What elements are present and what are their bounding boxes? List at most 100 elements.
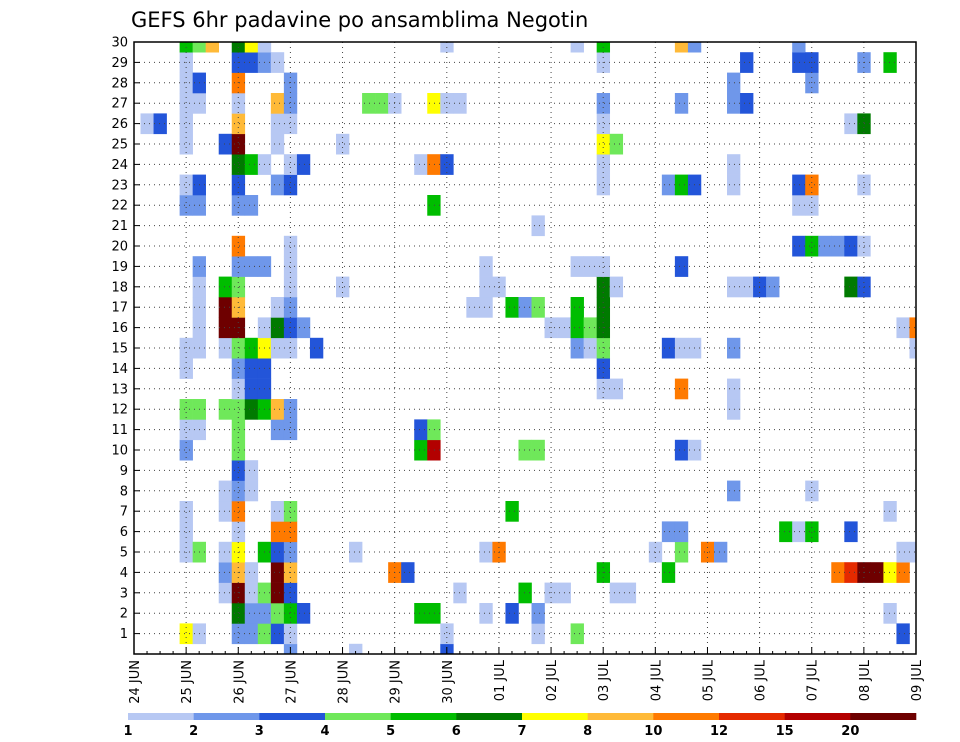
precip-cell (153, 113, 167, 135)
y-tick-label: 18 (111, 280, 128, 295)
x-tick-label: 29 JUN (389, 660, 404, 704)
precip-cell (596, 154, 611, 175)
y-tick-label: 6 (120, 525, 128, 540)
y-tick-label: 12 (111, 403, 128, 418)
precip-cell (896, 541, 910, 563)
precip-cell (349, 541, 363, 563)
y-tick-label: 25 (111, 138, 128, 153)
precip-cell (179, 93, 193, 114)
precip-cell (218, 297, 233, 318)
precip-cell (596, 133, 611, 155)
precip-cell (218, 399, 233, 420)
precip-cell (231, 501, 246, 522)
precip-cell (674, 521, 689, 543)
precip-cell (661, 521, 676, 543)
precip-cell (244, 256, 259, 277)
precip-cell (727, 337, 741, 359)
colorbar-segment (128, 713, 194, 720)
colorbar-label: 15 (776, 724, 794, 739)
precip-cell (309, 337, 324, 359)
colorbar-label: 1 (123, 724, 132, 739)
colorbar-segment (193, 713, 260, 720)
precip-cell (740, 276, 754, 298)
colorbar-segment (522, 713, 588, 720)
precip-cell (270, 113, 285, 135)
precip-cell (674, 93, 689, 114)
precip-cell (427, 439, 441, 461)
precip-cell (727, 480, 741, 502)
precip-cell (570, 337, 584, 359)
precip-cell (518, 582, 532, 604)
precip-cell (270, 603, 285, 624)
precip-cell (270, 93, 285, 114)
precip-cell (505, 297, 519, 318)
precip-cell (179, 419, 193, 441)
precip-cell (244, 42, 259, 53)
precip-cell (609, 582, 624, 604)
precip-cell (805, 521, 819, 543)
colorbar-label: 8 (583, 724, 592, 739)
precip-cell (283, 399, 298, 420)
y-tick-label: 4 (120, 566, 128, 581)
precip-cell (231, 154, 246, 175)
y-tick-label: 13 (111, 382, 128, 397)
y-tick-label: 10 (111, 444, 128, 459)
precip-cell (179, 623, 193, 645)
precip-cell (244, 603, 259, 624)
precip-cell (244, 337, 259, 359)
chart-title: GEFS 6hr padavine po ansamblima Negotin (131, 8, 588, 32)
precip-cell (440, 154, 454, 175)
precip-cell (192, 42, 206, 53)
precip-cell (414, 419, 428, 441)
precip-cell (231, 460, 246, 481)
precip-cell (270, 623, 285, 645)
precip-cell (805, 480, 819, 502)
x-tick-label: 25 JUN (180, 660, 195, 704)
precip-cell (231, 521, 246, 543)
precip-cell (792, 521, 806, 543)
y-tick-label: 5 (120, 546, 128, 561)
y-tick-label: 9 (120, 464, 128, 479)
precip-cell (531, 297, 545, 318)
precip-cell (479, 256, 493, 277)
precip-cell (844, 521, 858, 543)
precip-cell (883, 501, 897, 522)
precip-cell (270, 297, 285, 318)
precip-cell (479, 541, 493, 563)
precip-cell (244, 195, 259, 216)
precip-cell (479, 603, 493, 624)
x-tick-label: 08 JUL (858, 659, 873, 701)
y-tick-label: 14 (111, 362, 128, 377)
precip-cell (844, 235, 858, 257)
x-tick-label: 24 JUN (128, 660, 143, 704)
x-tick-label: 28 JUN (337, 660, 352, 704)
colorbar-segment (390, 713, 457, 720)
x-tick-label: 01 JUL (493, 659, 508, 701)
precip-cell (531, 603, 545, 624)
precip-cell (375, 93, 389, 114)
precip-cell (427, 195, 441, 216)
precip-cell (244, 582, 259, 604)
precip-cell (179, 113, 193, 135)
precip-cell (231, 276, 246, 298)
y-tick-label: 26 (111, 117, 128, 132)
precip-cell (883, 562, 897, 583)
precip-cell (896, 623, 910, 645)
precip-cell (713, 541, 728, 563)
precip-cell (218, 317, 233, 339)
y-tick-label: 11 (111, 423, 128, 438)
x-tick-label: 07 JUL (806, 659, 821, 701)
precip-cell (244, 52, 259, 73)
precip-cell (792, 174, 806, 196)
precip-cell (283, 154, 298, 175)
precip-cell (140, 113, 154, 135)
colorbar-segment (259, 713, 326, 720)
precip-cell (244, 460, 259, 481)
y-tick-label: 24 (111, 158, 128, 173)
precip-cell (231, 195, 246, 216)
precip-cell (283, 235, 298, 257)
precip-cell (231, 113, 246, 135)
precip-cell (244, 358, 259, 379)
precip-cell (401, 562, 415, 583)
precip-cell (283, 93, 298, 114)
